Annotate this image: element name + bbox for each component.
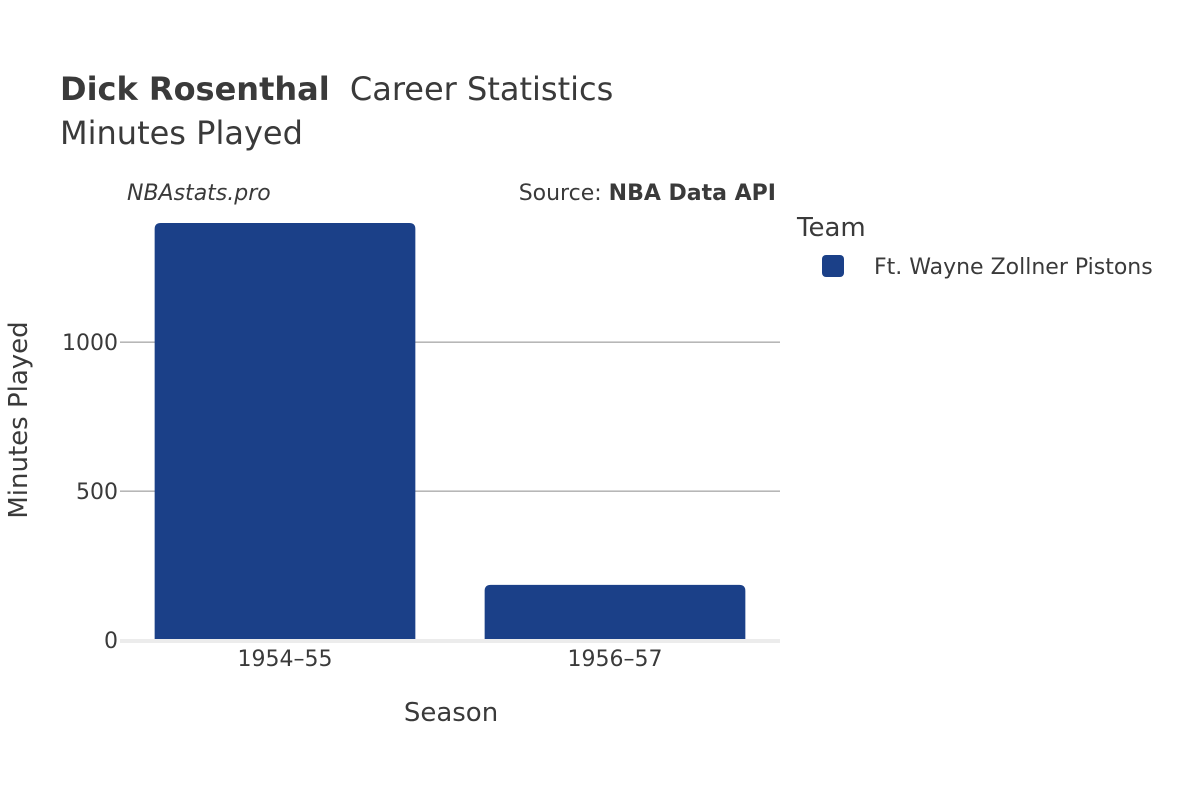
x-tick-label: 1954–55 bbox=[238, 647, 333, 672]
legend-item[interactable]: Ft. Wayne Zollner Pistons bbox=[822, 255, 1153, 280]
bar[interactable] bbox=[154, 223, 416, 640]
legend-swatch bbox=[822, 255, 844, 277]
chart-title: Dick Rosenthal Career Statistics bbox=[60, 70, 613, 108]
y-tick-label: 0 bbox=[104, 629, 118, 654]
source-prefix: Source: bbox=[519, 181, 609, 206]
legend-label: Ft. Wayne Zollner Pistons bbox=[874, 255, 1153, 280]
watermark: NBAstats.pro bbox=[127, 181, 271, 206]
y-tick-label: 500 bbox=[76, 480, 118, 505]
source-credit: Source: NBA Data API bbox=[519, 181, 776, 206]
chart-title-player: Dick Rosenthal bbox=[60, 70, 330, 108]
legend: Ft. Wayne Zollner Pistons bbox=[822, 255, 1153, 280]
x-tick-labels: 1954–55 1956–57 bbox=[238, 647, 663, 672]
source-name: NBA Data API bbox=[609, 181, 776, 206]
chart-title-rest: Career Statistics bbox=[350, 70, 613, 108]
x-tick-label: 1956–57 bbox=[568, 647, 663, 672]
chart-subtitle: Minutes Played bbox=[60, 114, 303, 152]
y-tick-labels: 0 500 1000 bbox=[62, 331, 118, 654]
legend-title: Team bbox=[796, 213, 866, 243]
bar[interactable] bbox=[484, 584, 746, 640]
x-axis-title: Season bbox=[404, 698, 498, 728]
bars bbox=[154, 223, 746, 640]
y-tick-label: 1000 bbox=[62, 331, 118, 356]
y-axis-title: Minutes Played bbox=[4, 321, 34, 518]
